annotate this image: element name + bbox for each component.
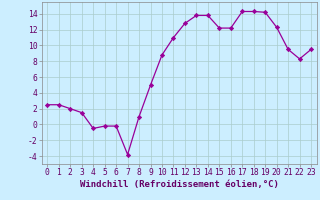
X-axis label: Windchill (Refroidissement éolien,°C): Windchill (Refroidissement éolien,°C) [80,180,279,189]
